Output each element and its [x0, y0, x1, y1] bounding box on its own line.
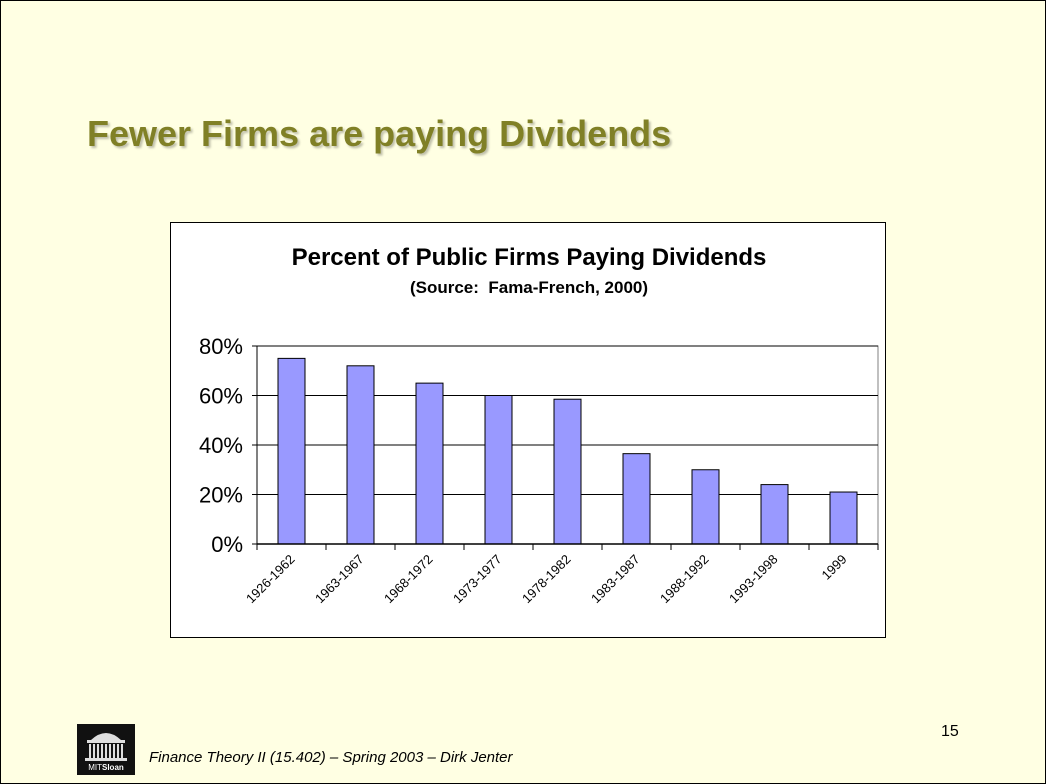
- x-tick-label: 1978-1982: [519, 552, 574, 607]
- logo-text-bold: Sloan: [102, 763, 124, 772]
- bar: [691, 469, 720, 545]
- x-tick-label: 1988-1992: [657, 552, 712, 607]
- bar-chart: Percent of Public Firms Paying Dividends…: [199, 244, 879, 607]
- mit-dome-icon: [85, 733, 127, 761]
- bar: [346, 365, 375, 545]
- y-tick-label: 20%: [199, 483, 243, 508]
- page-number: 15: [941, 723, 959, 740]
- chart-panel: Percent of Public Firms Paying Dividends…: [170, 222, 886, 638]
- x-tick-label: 1983-1987: [588, 552, 643, 607]
- x-tick-labels: 1926-1962 1963-1967 1968-1972 1973-1977 1978…: [243, 552, 850, 607]
- y-tick-label: 60%: [199, 384, 243, 409]
- y-tick-label: 80%: [199, 334, 243, 359]
- logo-text: MITSloan: [77, 763, 135, 772]
- x-tick-label: 1926-1962: [243, 552, 298, 607]
- bar: [829, 491, 858, 545]
- bar: [415, 382, 444, 545]
- chart-subtitle: (Source: Fama-French, 2000): [410, 278, 648, 297]
- slide-title: Fewer Firms are paying Dividends: [87, 113, 672, 154]
- y-tick-label: 0%: [211, 532, 243, 557]
- mit-sloan-logo: MITSloan: [77, 724, 135, 775]
- bar: [277, 357, 306, 545]
- x-tick-label: 1999: [819, 552, 850, 583]
- axes: [252, 345, 879, 550]
- y-tick-label: 40%: [199, 433, 243, 458]
- chart-title: Percent of Public Firms Paying Dividends: [292, 244, 767, 271]
- x-tick-label: 1968-1972: [381, 552, 436, 607]
- x-tick-label: 1973-1977: [450, 552, 505, 607]
- bar: [553, 398, 582, 545]
- bar: [760, 484, 789, 545]
- footer-text: Finance Theory II (15.402) – Spring 2003…: [149, 749, 513, 766]
- bar: [484, 395, 513, 545]
- bars: [277, 357, 858, 545]
- x-tick-label: 1963-1967: [312, 552, 367, 607]
- bar: [622, 453, 651, 545]
- y-tick-labels: 0% 20% 40% 60% 80%: [199, 334, 243, 557]
- logo-text-light: MIT: [88, 763, 102, 772]
- x-tick-label: 1993-1998: [726, 552, 781, 607]
